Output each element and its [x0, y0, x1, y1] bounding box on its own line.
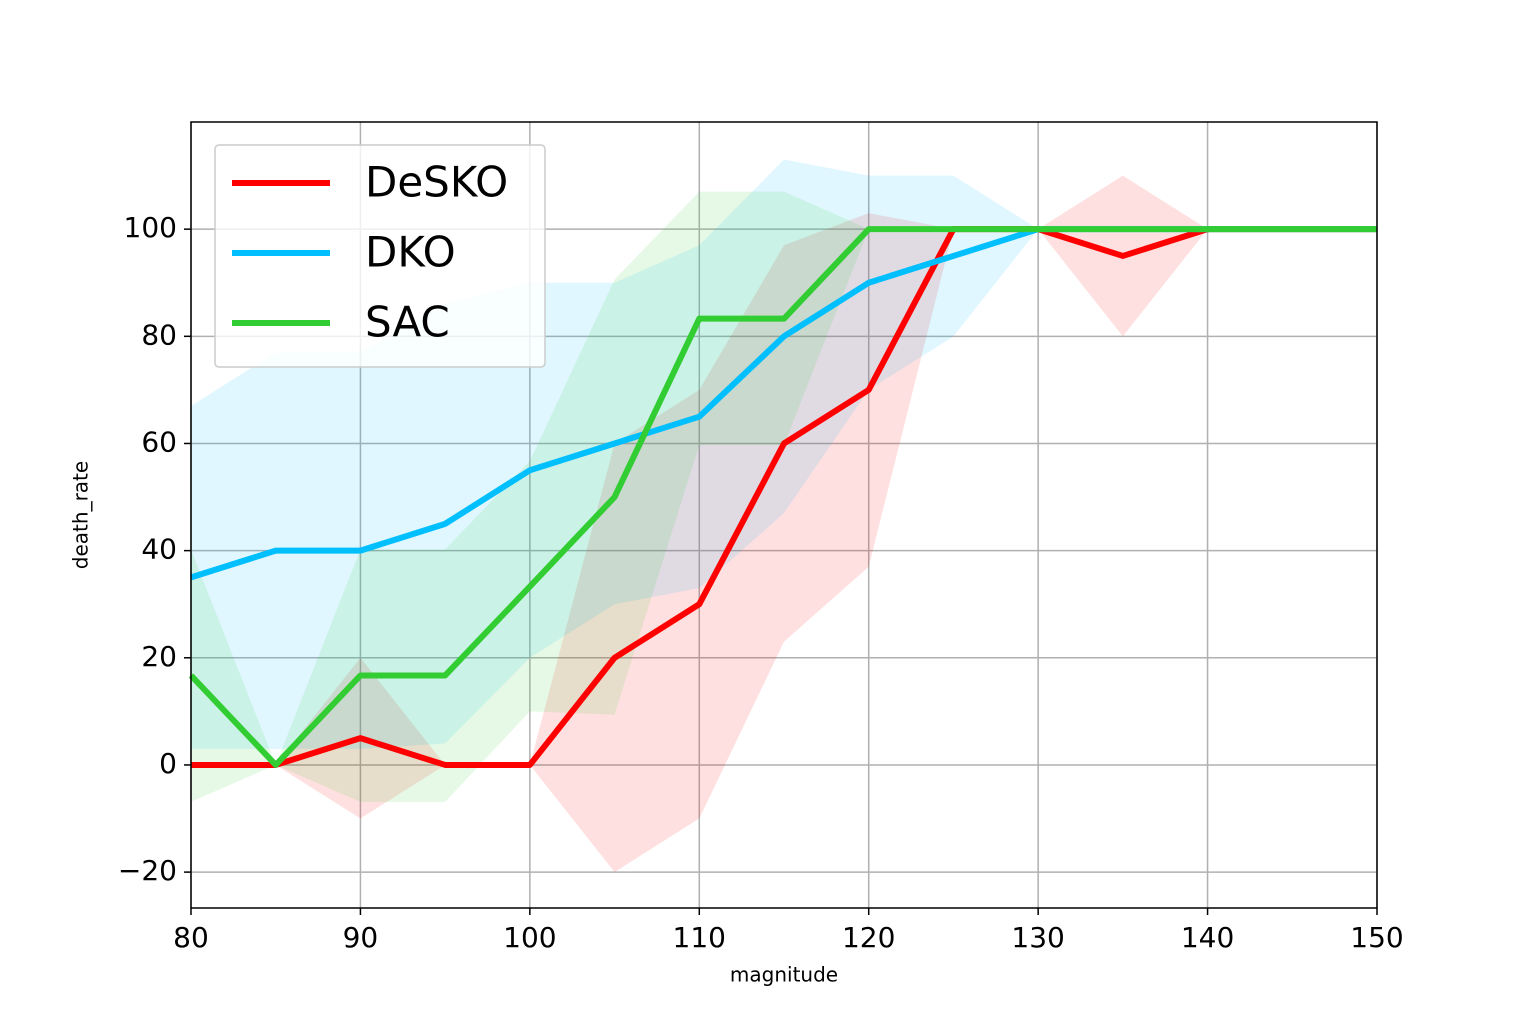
- x-tick-label: 120: [842, 921, 895, 954]
- y-tick-label: 80: [141, 318, 177, 351]
- series-line: [191, 226, 1377, 768]
- y-tick-label: 60: [141, 425, 177, 458]
- legend-label: DeSKO: [365, 158, 508, 207]
- y-tick-label: 0: [159, 747, 177, 780]
- plot-frame: [190, 121, 1378, 909]
- y-tick-label: 20: [141, 640, 177, 673]
- x-tick-label: 80: [173, 921, 209, 954]
- x-tick-label: 100: [503, 921, 556, 954]
- x-axis-label: magnitude: [730, 963, 838, 987]
- ticks: 80 90 100 110 120 130 140 150 −20 0 20 40 60 80 100: [118, 211, 1404, 954]
- error-band: [191, 191, 1377, 802]
- legend-label: SAC: [365, 298, 450, 347]
- legend-box: [214, 144, 546, 368]
- x-tick-label: 150: [1350, 921, 1403, 954]
- y-tick-label: 100: [124, 211, 177, 244]
- x-tick-label: 130: [1011, 921, 1064, 954]
- series-line: [188, 226, 1377, 768]
- legend-label: DKO: [365, 228, 456, 277]
- lines: [188, 226, 1377, 768]
- error-band: [191, 175, 1377, 873]
- y-tick-label: −20: [118, 854, 177, 887]
- legend: DeSKO DKO SAC: [214, 144, 546, 368]
- y-tick-label: 40: [141, 533, 177, 566]
- x-tick-label: 140: [1181, 921, 1234, 954]
- x-tick-label: 110: [673, 921, 726, 954]
- y-axis-label: death_rate: [69, 461, 93, 569]
- x-tick-label: 90: [343, 921, 379, 954]
